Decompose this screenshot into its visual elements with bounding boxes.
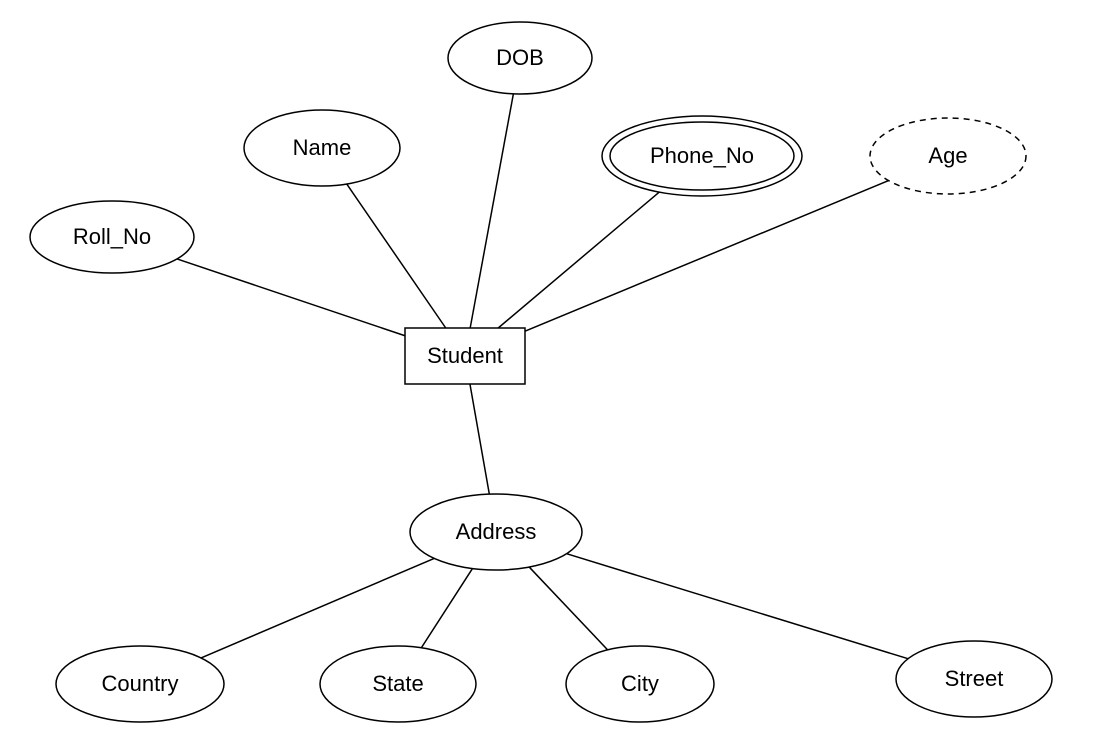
node-label-name: Name <box>293 135 352 160</box>
edge-student-address <box>470 384 489 494</box>
edge-student-name <box>347 184 446 328</box>
edge-student-dob <box>470 94 513 328</box>
edge-student-phone_no <box>498 192 659 328</box>
node-label-state: State <box>372 671 423 696</box>
node-label-dob: DOB <box>496 45 544 70</box>
node-city: City <box>566 646 714 722</box>
edge-address-street <box>567 554 908 659</box>
node-label-roll_no: Roll_No <box>73 224 151 249</box>
edge-student-age <box>525 181 889 332</box>
edge-student-roll_no <box>177 259 405 336</box>
node-label-address: Address <box>456 519 537 544</box>
node-label-country: Country <box>101 671 178 696</box>
nodes-layer: Student Roll_No Name DOB Phone_No Age Address C… <box>30 22 1052 722</box>
node-label-city: City <box>621 671 659 696</box>
node-name: Name <box>244 110 400 186</box>
node-label-phone_no: Phone_No <box>650 143 754 168</box>
edge-address-state <box>421 569 472 648</box>
node-state: State <box>320 646 476 722</box>
node-country: Country <box>56 646 224 722</box>
edge-address-country <box>201 558 434 658</box>
node-label-street: Street <box>945 666 1004 691</box>
node-label-age: Age <box>928 143 967 168</box>
node-age: Age <box>870 118 1026 194</box>
node-roll_no: Roll_No <box>30 201 194 273</box>
node-address: Address <box>410 494 582 570</box>
node-label-student: Student <box>427 343 503 368</box>
node-phone_no: Phone_No <box>602 116 802 196</box>
edge-address-city <box>529 567 607 650</box>
node-dob: DOB <box>448 22 592 94</box>
node-street: Street <box>896 641 1052 717</box>
er-diagram: Student Roll_No Name DOB Phone_No Age Address C… <box>0 0 1112 753</box>
node-student: Student <box>405 328 525 384</box>
